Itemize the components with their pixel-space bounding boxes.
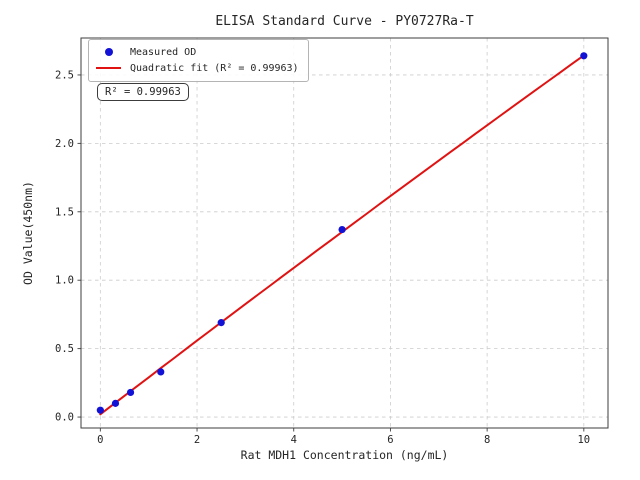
plot-border xyxy=(80,37,609,429)
x-tick-label: 2 xyxy=(194,434,200,446)
fit-line-icon xyxy=(96,66,121,70)
data-point xyxy=(126,388,135,397)
x-tick-label: 0 xyxy=(97,434,103,446)
quadratic-fit-line xyxy=(99,54,585,416)
y-tick-label: 0.0 xyxy=(55,412,74,424)
legend: Measured OD Quadratic fit (R² = 0.99963) xyxy=(88,39,309,82)
r-squared-annotation: R² = 0.99963 xyxy=(97,83,189,101)
y-axis-label: OD Value(450nm) xyxy=(21,181,35,285)
data-point xyxy=(96,406,104,414)
data-point xyxy=(111,399,120,407)
legend-entry-quadratic-fit: Quadratic fit (R² = 0.99963) xyxy=(96,60,299,76)
y-tick-label: 2.0 xyxy=(55,138,74,150)
data-point xyxy=(580,52,588,60)
x-axis-label: Rat MDH1 Concentration (ng/mL) xyxy=(240,448,449,462)
data-point xyxy=(157,368,165,376)
y-tick-label: 1.5 xyxy=(55,206,74,218)
legend-label-quadratic-fit: Quadratic fit (R² = 0.99963) xyxy=(130,62,299,74)
x-tick-label: 8 xyxy=(484,434,490,446)
legend-entry-measured-od: Measured OD xyxy=(96,44,299,60)
legend-marker-slot xyxy=(96,48,121,56)
x-tick-label: 4 xyxy=(291,434,297,446)
data-point xyxy=(217,319,225,327)
y-tick-label: 2.5 xyxy=(55,69,74,81)
legend-marker-slot xyxy=(96,66,121,70)
y-tick-label: 0.5 xyxy=(55,343,74,355)
scatter-dot-icon xyxy=(104,48,113,56)
y-tick-label: 1.0 xyxy=(55,275,74,287)
chart-title: ELISA Standard Curve - PY0727Ra-T xyxy=(215,14,474,29)
legend-label-measured-od: Measured OD xyxy=(130,46,197,58)
x-tick-label: 6 xyxy=(387,434,393,446)
x-tick-label: 10 xyxy=(577,434,590,446)
data-point xyxy=(338,225,346,234)
